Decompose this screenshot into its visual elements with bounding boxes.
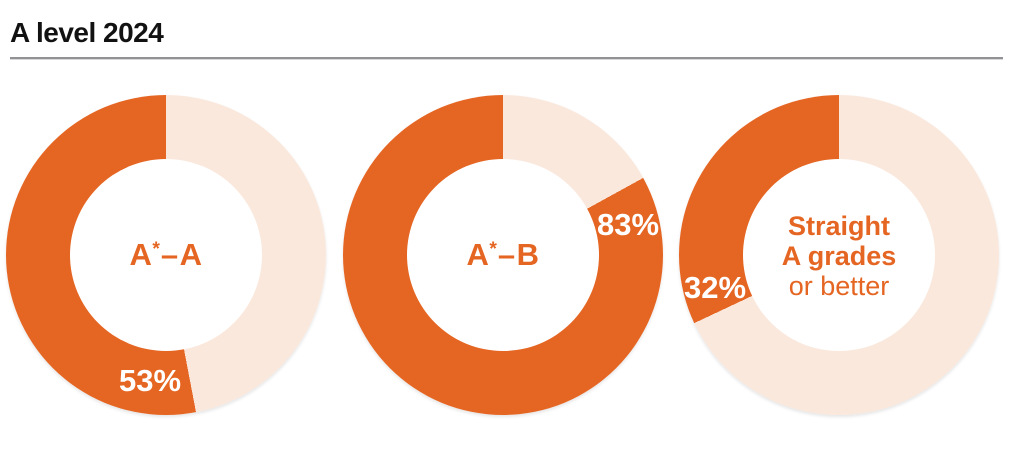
donut-hole: A*–A — [70, 159, 262, 351]
donut-straight-a-grades: Straight A grades or better 32% — [679, 95, 999, 415]
grade-star: * — [489, 239, 497, 260]
page-title: A level 2024 — [10, 17, 164, 48]
grade-to: A — [179, 237, 203, 272]
grade-from: A — [129, 237, 153, 272]
donut-center-label: Straight A grades or better — [782, 211, 897, 302]
center-line-1: Straight — [787, 210, 890, 241]
donut-center-label: A*–B — [466, 237, 539, 273]
donut-center-label: A*–A — [129, 237, 202, 273]
donut-a-star-to-b: A*–B 83% — [343, 95, 663, 415]
grade-to: B — [516, 237, 540, 272]
donut-value-label: 32% — [683, 270, 747, 305]
donut-hole: Straight A grades or better — [743, 159, 935, 351]
donut-a-star-to-a: A*–A 53% — [6, 95, 326, 415]
donut-value-label: 53% — [118, 363, 182, 398]
donut-hole: A*–B — [407, 159, 599, 351]
grade-separator: – — [160, 237, 179, 272]
grade-from: A — [466, 237, 490, 272]
grade-star: * — [152, 239, 160, 260]
center-line-2: A grades — [781, 240, 897, 271]
grade-separator: – — [497, 237, 516, 272]
title-divider — [10, 57, 1003, 60]
donut-value-label: 83% — [596, 207, 660, 242]
center-line-3: or better — [788, 271, 890, 302]
